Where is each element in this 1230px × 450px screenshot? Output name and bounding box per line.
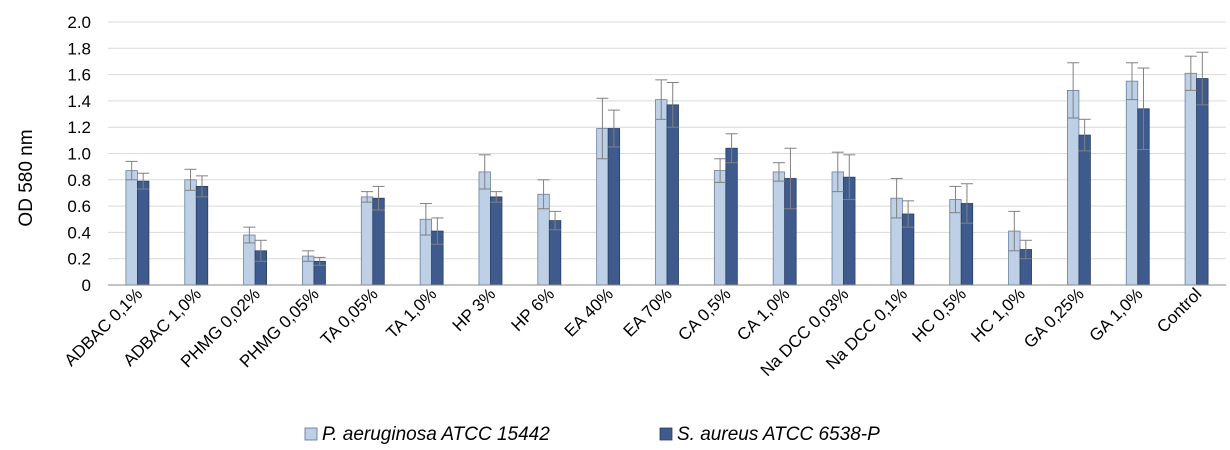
legend-swatch-p-aeruginosa — [304, 427, 318, 441]
y-tick-label: 0.4 — [67, 223, 91, 242]
y-axis: 0 0.2 0.4 0.6 0.8 1.0 1.2 1.4 1.6 1.8 2.0 — [67, 13, 91, 295]
y-tick-label: 1.8 — [67, 39, 91, 58]
bar-s-aureus — [195, 185, 209, 286]
bar-p-aeruginosa — [1066, 89, 1080, 286]
bar-p-aeruginosa — [360, 196, 374, 286]
bar-s-aureus — [666, 104, 679, 286]
bar-s-aureus — [1196, 78, 1209, 286]
y-tick-label: 0 — [82, 276, 91, 295]
y-tick-label: 0.8 — [67, 171, 91, 190]
bar-p-aeruginosa — [1184, 72, 1197, 286]
bar-s-aureus — [725, 147, 738, 286]
x-tick-label: EA 70% — [620, 284, 676, 340]
x-tick-label: CA 0,5% — [674, 284, 734, 344]
y-axis-label: OD 580 nm — [16, 129, 37, 226]
legend-label-p-aeruginosa: P. aeruginosa ATCC 15442 — [322, 424, 550, 445]
y-tick-label: 0.6 — [67, 197, 91, 216]
x-tick-label: Control — [1153, 284, 1205, 336]
bar-s-aureus — [490, 196, 503, 286]
x-tick-label: TA 0,05% — [317, 284, 382, 349]
bar-p-aeruginosa — [184, 179, 197, 286]
legend-label-s-aureus: S. aureus ATCC 6538-P — [677, 424, 880, 445]
legend-swatch-s-aureus — [659, 427, 673, 441]
bar-s-aureus — [607, 128, 621, 286]
y-tick-label: 1.6 — [67, 66, 91, 85]
legend: P. aeruginosa ATCC 15442 S. aureus ATCC … — [304, 424, 880, 445]
x-tick-label: HC 1,0% — [967, 284, 1029, 346]
x-tick-label: TA 1,0% — [382, 284, 440, 342]
x-tick-label: CA 1,0% — [733, 284, 793, 344]
x-tick-label: EA 40% — [561, 284, 617, 340]
bars — [125, 72, 1209, 286]
bar-p-aeruginosa — [772, 171, 786, 286]
y-tick-label: 1.4 — [67, 92, 91, 111]
x-tick-label: HP 6% — [508, 284, 559, 335]
x-tick-label: HC 0,5% — [908, 284, 970, 346]
bar-s-aureus — [137, 180, 150, 286]
x-tick-label: HP 3% — [449, 284, 500, 335]
error-bars — [125, 51, 1209, 266]
x-tick-label: GA 1,0% — [1086, 284, 1147, 345]
bar-s-aureus — [372, 197, 385, 286]
x-axis-tick-labels: ADBAC 0,1%ADBAC 1,0%PHMG 0,02%PHMG 0,05%… — [61, 284, 1206, 380]
bar-p-aeruginosa — [1125, 80, 1139, 286]
y-tick-label: 2.0 — [67, 13, 91, 32]
y-tick-label: 1.0 — [67, 145, 91, 164]
bar-p-aeruginosa — [655, 99, 668, 286]
y-tick-label: 1.2 — [67, 118, 91, 137]
bar-s-aureus — [1078, 134, 1091, 286]
y-tick-label: 0.2 — [67, 250, 91, 269]
bar-p-aeruginosa — [125, 170, 138, 286]
x-tick-label: GA 0,25% — [1020, 284, 1088, 352]
bar-p-aeruginosa — [713, 170, 727, 286]
